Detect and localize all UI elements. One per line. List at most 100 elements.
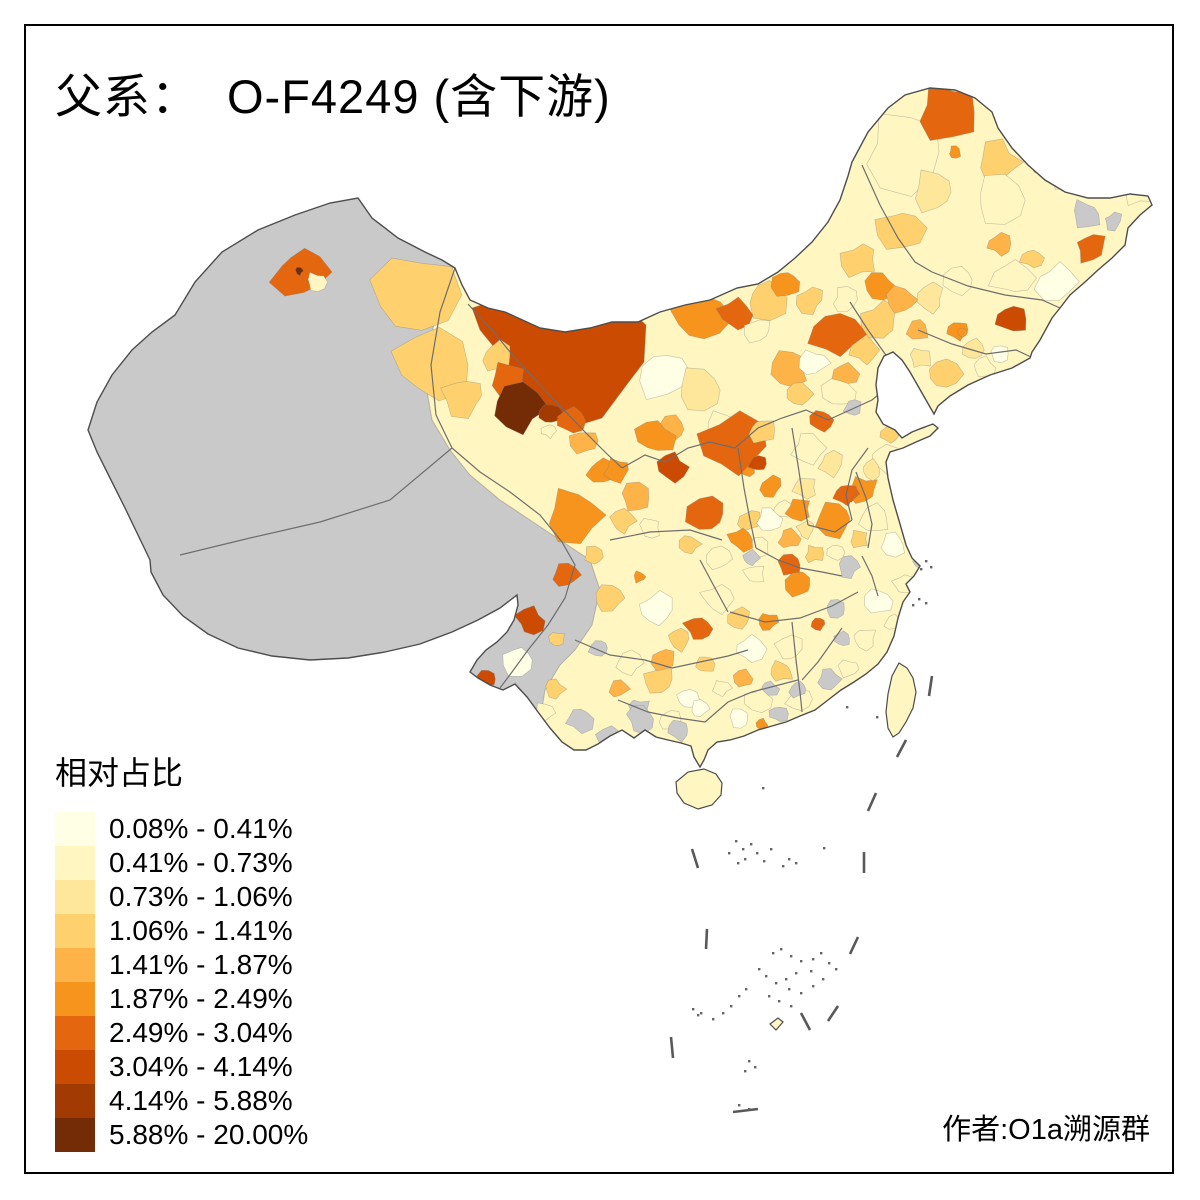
island-speck [744,858,747,861]
legend-row: 2.49% - 3.04% [55,1016,308,1050]
prefecture-cell [837,659,860,679]
prefecture-cell [864,588,894,614]
island-speck [780,948,783,951]
legend-swatch [55,880,95,914]
prefecture-cell [929,358,965,388]
province-border-line [845,447,869,521]
province-border-line [451,447,576,689]
province-border-line [699,559,729,613]
prefecture-cell [798,349,832,375]
legend-row: 3.04% - 4.14% [55,1050,308,1084]
prefecture-cell [295,266,304,277]
legend-rows: 0.08% - 0.41% 0.41% - 0.73% 0.73% - 1.06% 1… [55,812,308,1152]
legend-swatch [55,812,95,846]
prefecture-cell [777,527,802,549]
legend-row: 4.14% - 5.88% [55,1084,308,1118]
prefecture-cell [817,668,843,691]
prefecture-cell [916,281,944,315]
prefecture-cell [626,705,654,735]
prefecture-cell [307,271,328,293]
legend-swatch [55,846,95,880]
legend-label: 0.73% - 1.06% [109,881,293,912]
island-speck [730,1005,733,1008]
prefecture-cell [874,212,928,250]
prefecture-cell [786,382,815,406]
province-border-line [574,639,673,669]
prefecture-cell [759,474,782,498]
title-haplogroup: O-F4249 (含下游) [227,70,611,123]
prefecture-cell [1033,261,1080,301]
island-speck [738,995,741,998]
dash-segment [704,928,709,950]
island-speck [772,952,775,955]
prefecture-cell [540,424,557,440]
prefecture-cell [826,599,845,619]
prefecture-cell [369,257,463,331]
legend-label: 2.49% - 3.04% [109,1017,293,1048]
prefecture-cell [634,420,677,451]
prefecture-cell [656,451,690,484]
island-speck [692,1008,695,1011]
prefecture-cell [826,544,846,561]
prefecture-cell [858,502,889,531]
province-border-line [807,519,853,533]
prefecture-cell [888,468,909,490]
prefecture-cell [678,535,703,555]
prefecture-cell [681,617,714,640]
dash-segment [799,1012,812,1031]
title-prefix: 父系： [55,72,199,124]
island-speck [750,843,753,846]
island-speck [820,952,823,955]
prefecture-cell [853,629,877,652]
province-border-line [931,271,1061,309]
island-speck [812,985,815,988]
prefecture-cell [942,266,973,297]
island-speck [762,787,765,790]
island-speck [738,1104,741,1107]
prefecture-cell [905,319,929,340]
attribution: 作者:O1a溯源群 [942,1114,1150,1146]
legend-swatch [55,914,95,948]
prefecture-cell [706,545,734,571]
province-border-line [917,329,1032,358]
prefecture-cell [770,660,793,682]
island-speck [745,988,748,991]
prefecture-cell [545,678,568,700]
island-speck [700,1012,703,1015]
prefecture-cell [513,605,546,636]
prefecture-cell [810,617,826,632]
prefecture-cell [909,348,931,368]
island-speck [737,862,740,865]
prefecture-cell [914,169,952,214]
prefecture-cell [744,687,774,714]
island-speck [795,972,798,975]
dash-segment [848,936,860,955]
island-speck [918,598,921,601]
prefecture-cell [804,544,825,564]
prefecture-cell [885,285,919,314]
prefecture-cell [633,570,647,584]
island-speck [925,560,928,563]
prefecture-cell [715,296,754,331]
prefecture-cell [639,354,692,400]
province-border-line [179,447,453,556]
legend-label: 3.04% - 4.14% [109,1051,293,1082]
prefecture-cell [1073,199,1101,229]
province-border-line [617,699,706,723]
province-border-line [704,679,799,723]
prefecture-cell [880,531,905,558]
island-speck [925,602,928,605]
legend: 相对占比 0.08% - 0.41% 0.41% - 0.73% 0.73% - 1… [55,748,308,1152]
island-speck [876,716,879,719]
prefecture-cell [564,708,595,735]
legend-row: 1.06% - 1.41% [55,914,308,948]
island-speck [823,847,826,850]
island-speck [778,1000,781,1003]
prefecture-cell [737,510,761,532]
legend-swatch [55,1016,95,1050]
prefecture-cell [732,668,754,688]
legend-swatch [55,982,95,1016]
prefecture-cell [736,633,768,663]
island-speck [785,978,788,981]
province-border-line [621,441,736,469]
